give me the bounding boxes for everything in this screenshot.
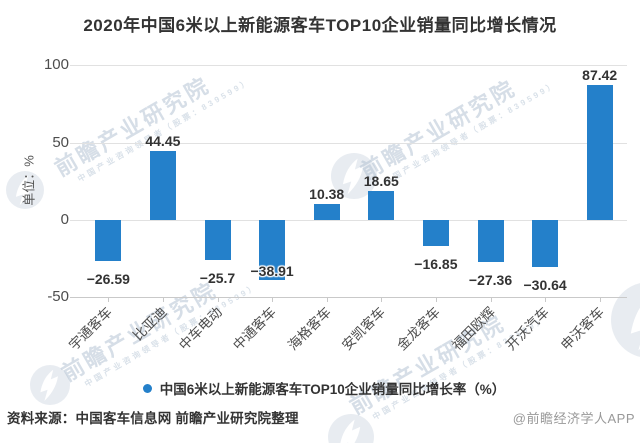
bar [149,151,176,220]
legend-marker-icon [142,383,152,393]
x-category-label: 比亚迪 [130,304,170,344]
bar-value-label: 44.45 [145,133,181,150]
y-tick-label: 100 [43,56,69,74]
bar [259,220,286,281]
x-category-label: 海格客车 [284,304,334,354]
x-category-label: 申沃客车 [557,304,607,354]
bar-value-label: 10.38 [309,185,345,202]
gridline [70,142,627,144]
x-tick [545,297,547,303]
data-source-note: 资料来源：中国客车信息网 前瞻产业研究院整理 [7,411,299,426]
chart-title: 2020年中国6米以上新能源客车TOP10企业销量同比增长情况 [83,16,557,35]
x-tick [272,297,274,303]
legend: 中国6米以上新能源客车TOP10企业销量同比增长率（%） [4,378,640,398]
credit-note: @前瞻经济学人APP [512,411,635,426]
bar [532,220,559,268]
bar [313,203,340,220]
x-tick [490,297,492,303]
x-tick [162,297,164,303]
bar [95,220,122,262]
x-category-label: 中车电动 [175,304,225,354]
y-tick-label: 50 [52,133,69,151]
bar-value-label: −27.36 [468,272,513,289]
gridline [70,220,627,221]
x-category-label: 金龙客车 [394,304,443,354]
x-tick [217,297,219,303]
x-category-label: 宇通客车 [66,304,116,354]
bar-value-label: 18.65 [363,173,399,190]
gridline [70,297,627,299]
bar-value-label: −30.64 [523,277,567,294]
bar [477,220,504,263]
x-tick [108,297,110,303]
y-tick-label: 0 [60,211,69,228]
y-tick-label: -50 [47,288,69,306]
bar [204,220,231,260]
bar-value-label: −38.91 [250,262,294,279]
x-tick [381,297,383,303]
footer: 资料来源：中国客车信息网 前瞻产业研究院整理 @前瞻经济学人APP [0,407,640,427]
x-tick [435,297,437,303]
bar [586,84,613,220]
bar-value-label: −25.7 [199,269,236,286]
bar-value-label: −26.59 [86,271,130,288]
x-category-label: 福田欧辉 [448,304,498,354]
x-tick [599,297,601,303]
x-category-label: 开沃汽车 [503,304,553,354]
x-category-label: 中通客车 [230,304,280,354]
x-category-label: 安凯客车 [339,304,389,354]
bar-value-label: 87.42 [582,66,618,83]
gridline [70,65,627,67]
bar [368,191,395,220]
x-tick [326,297,328,303]
legend-label: 中国6米以上新能源客车TOP10企业销量同比增长率（%） [159,382,506,397]
bar-value-label: −16.85 [414,256,458,273]
bar [422,220,449,247]
